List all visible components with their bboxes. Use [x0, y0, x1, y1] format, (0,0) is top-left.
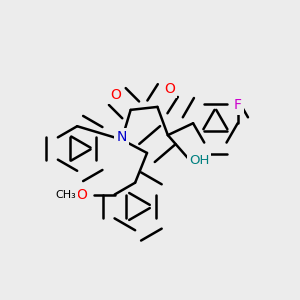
Text: O: O — [76, 188, 87, 202]
Text: OH: OH — [189, 154, 209, 167]
Text: N: N — [117, 130, 127, 144]
Text: F: F — [234, 98, 242, 112]
Text: O: O — [164, 82, 175, 96]
Text: CH₃: CH₃ — [55, 190, 76, 200]
Text: O: O — [110, 88, 121, 102]
